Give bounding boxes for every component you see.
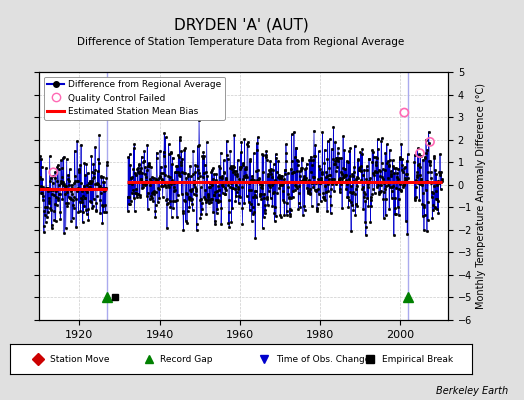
Point [400, 109, 409, 116]
Text: Berkeley Earth: Berkeley Earth [436, 386, 508, 396]
Text: Station Move: Station Move [50, 354, 109, 364]
Legend: Difference from Regional Average, Quality Control Failed, Estimated Station Mean: Difference from Regional Average, Qualit… [44, 76, 225, 120]
Text: DRYDEN 'A' (AUT): DRYDEN 'A' (AUT) [173, 18, 309, 33]
Text: Empirical Break: Empirical Break [381, 354, 453, 364]
Point [426, 139, 434, 145]
Text: Record Gap: Record Gap [160, 354, 213, 364]
Y-axis label: Monthly Temperature Anomaly Difference (°C): Monthly Temperature Anomaly Difference (… [476, 83, 486, 309]
Point [416, 150, 424, 156]
Text: Time of Obs. Change: Time of Obs. Change [276, 354, 370, 364]
Text: Difference of Station Temperature Data from Regional Average: Difference of Station Temperature Data f… [78, 37, 405, 47]
Point [49, 169, 58, 176]
